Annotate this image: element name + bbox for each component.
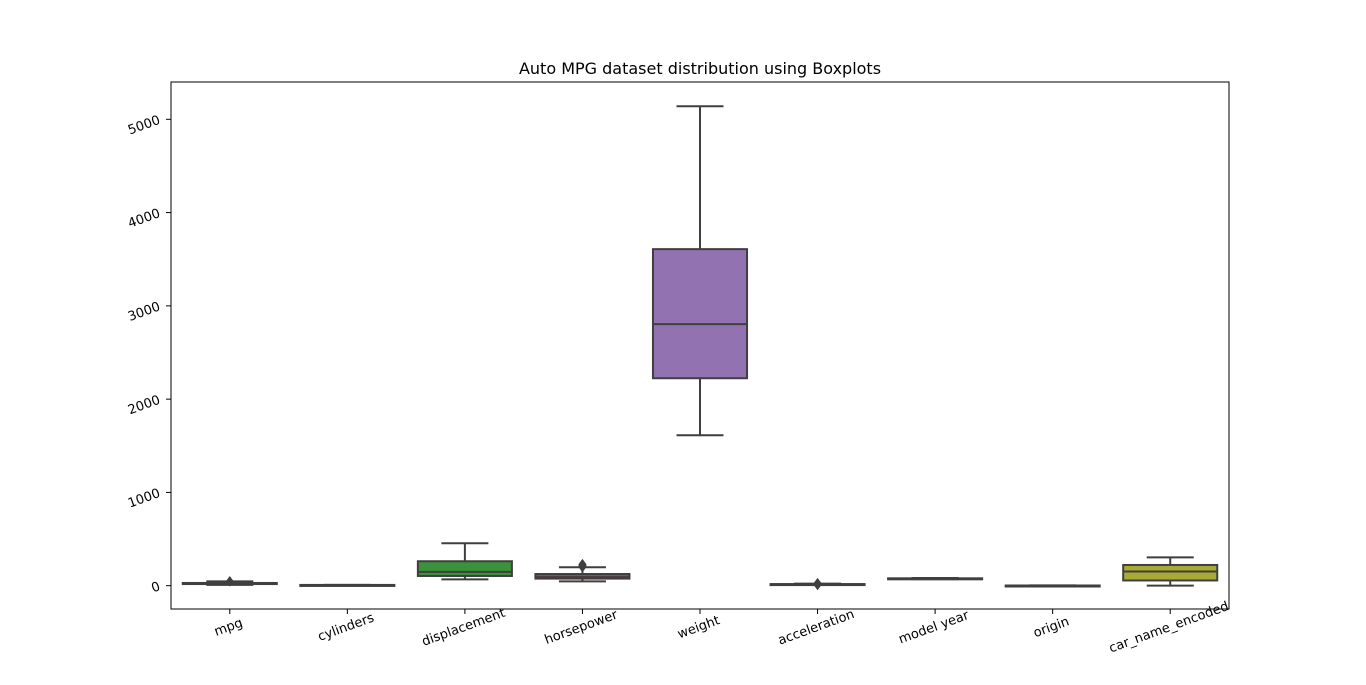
box-cylinders	[299, 583, 396, 587]
outlier-point	[578, 558, 587, 570]
box-horsepower	[534, 558, 631, 583]
box-acceleration	[769, 578, 866, 591]
box-iqr	[416, 560, 513, 577]
y-tick-label: 2000	[126, 393, 162, 418]
box-weight	[651, 105, 749, 437]
x-tick-label: origin	[1032, 614, 1072, 641]
box-iqr	[651, 248, 749, 380]
x-tick-label: mpg	[212, 616, 245, 640]
y-tick-label: 1000	[126, 486, 162, 511]
y-tick-label: 0	[149, 579, 162, 596]
x-tick-label: displacement	[420, 606, 507, 650]
box-iqr	[1122, 563, 1219, 582]
outlier-point	[813, 578, 822, 589]
y-tick-label: 4000	[126, 206, 162, 231]
box-mpg	[181, 576, 278, 587]
box-displacement	[416, 542, 513, 581]
x-tick-label: horsepower	[543, 607, 621, 647]
outlier-point	[225, 576, 234, 587]
y-tick-label: 5000	[126, 113, 162, 138]
y-tick-label: 3000	[126, 300, 162, 325]
x-axis: mpg cylinders displacement horsepower weight…	[212, 599, 1231, 656]
x-tick-label: weight	[676, 613, 722, 642]
x-tick-label: model year	[897, 608, 972, 647]
box-car-name-encoded	[1122, 556, 1219, 587]
y-axis: 0 1000 2000 3000 4000 5000	[126, 113, 171, 596]
chart-title: Auto MPG dataset distribution using Boxp…	[519, 59, 881, 78]
x-tick-label: acceleration	[776, 607, 856, 648]
box-origin	[1004, 584, 1101, 588]
x-tick-label: cylinders	[316, 611, 376, 645]
x-tick-label: car_name_encoded	[1107, 599, 1231, 656]
box-model-year	[887, 577, 984, 581]
plot-area	[181, 105, 1219, 591]
